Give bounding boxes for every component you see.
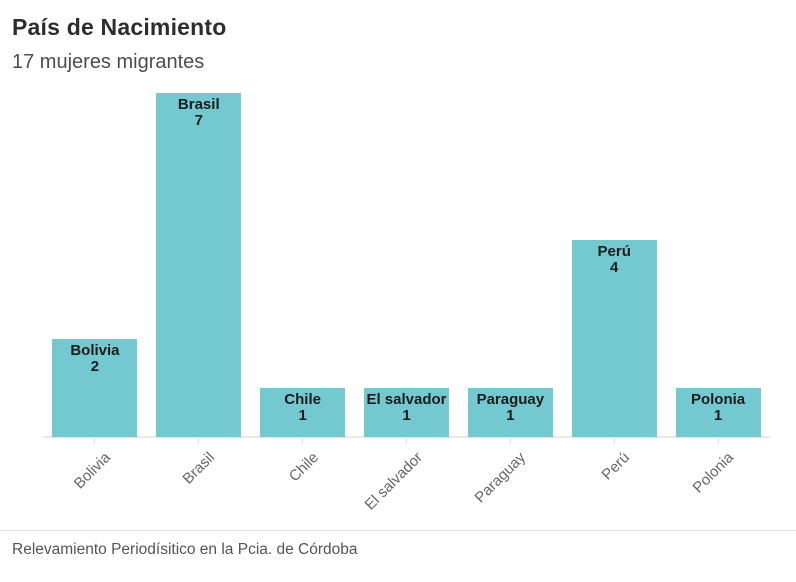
bar-per-: Perú 4 [571,240,657,437]
bar-brasil: Brasil 7 [156,93,242,437]
bar-category-label: Polonia [690,390,746,408]
bar-value-label: 2 [90,357,100,375]
bar-paraguay: Paraguay 1 [467,387,553,437]
bar-chile: Chile 1 [260,387,346,437]
bar-category-label: Bolivia [70,341,120,359]
bar-inner-label: Paraguay 1 [468,388,553,424]
bar-inner-label: Perú 4 [572,240,657,276]
x-tick [94,438,96,444]
x-tick [613,438,615,444]
bar-inner-label: El salvador 1 [364,388,449,424]
bar-inner-label: Brasil 7 [156,93,241,129]
x-tick [406,438,407,444]
bar-polonia: Polonia 1 [675,387,761,437]
bar-value-label: 1 [506,406,515,424]
bar-inner-label: Chile 1 [260,388,345,424]
x-tick [302,438,304,444]
chart-subtitle: 17 mujeres migrantes [12,51,205,73]
x-tick [198,438,200,444]
bar-value-label: 1 [713,406,723,424]
x-tick [717,438,719,444]
bar-value-label: 1 [298,406,307,424]
x-tick [509,438,511,444]
bar-inner-label: Bolivia 2 [52,339,137,375]
bar-category-label: El salvador [366,390,447,408]
bar-chart: País de Nacimiento 17 mujeres migrantes … [12,14,770,513]
x-axis-line [43,436,770,438]
bar-value-label: 4 [610,259,619,277]
bar-el-salvador: El salvador 1 [364,387,449,437]
chart-title: País de Nacimiento [12,14,227,40]
source-note: Relevamiento Periodísitico en la Pcia. d… [12,541,358,558]
footer-divider [0,530,796,531]
bar-category-label: Brasil [177,96,220,113]
bar-inner-label: Polonia 1 [676,388,761,424]
bar-value-label: 7 [194,112,203,129]
bar-category-label: Chile [284,390,321,408]
bar-category-label: Paraguay [476,390,545,408]
bar-category-label: Perú [597,243,631,261]
bar-value-label: 1 [402,406,411,424]
bar-bolivia: Bolivia 2 [52,338,138,437]
